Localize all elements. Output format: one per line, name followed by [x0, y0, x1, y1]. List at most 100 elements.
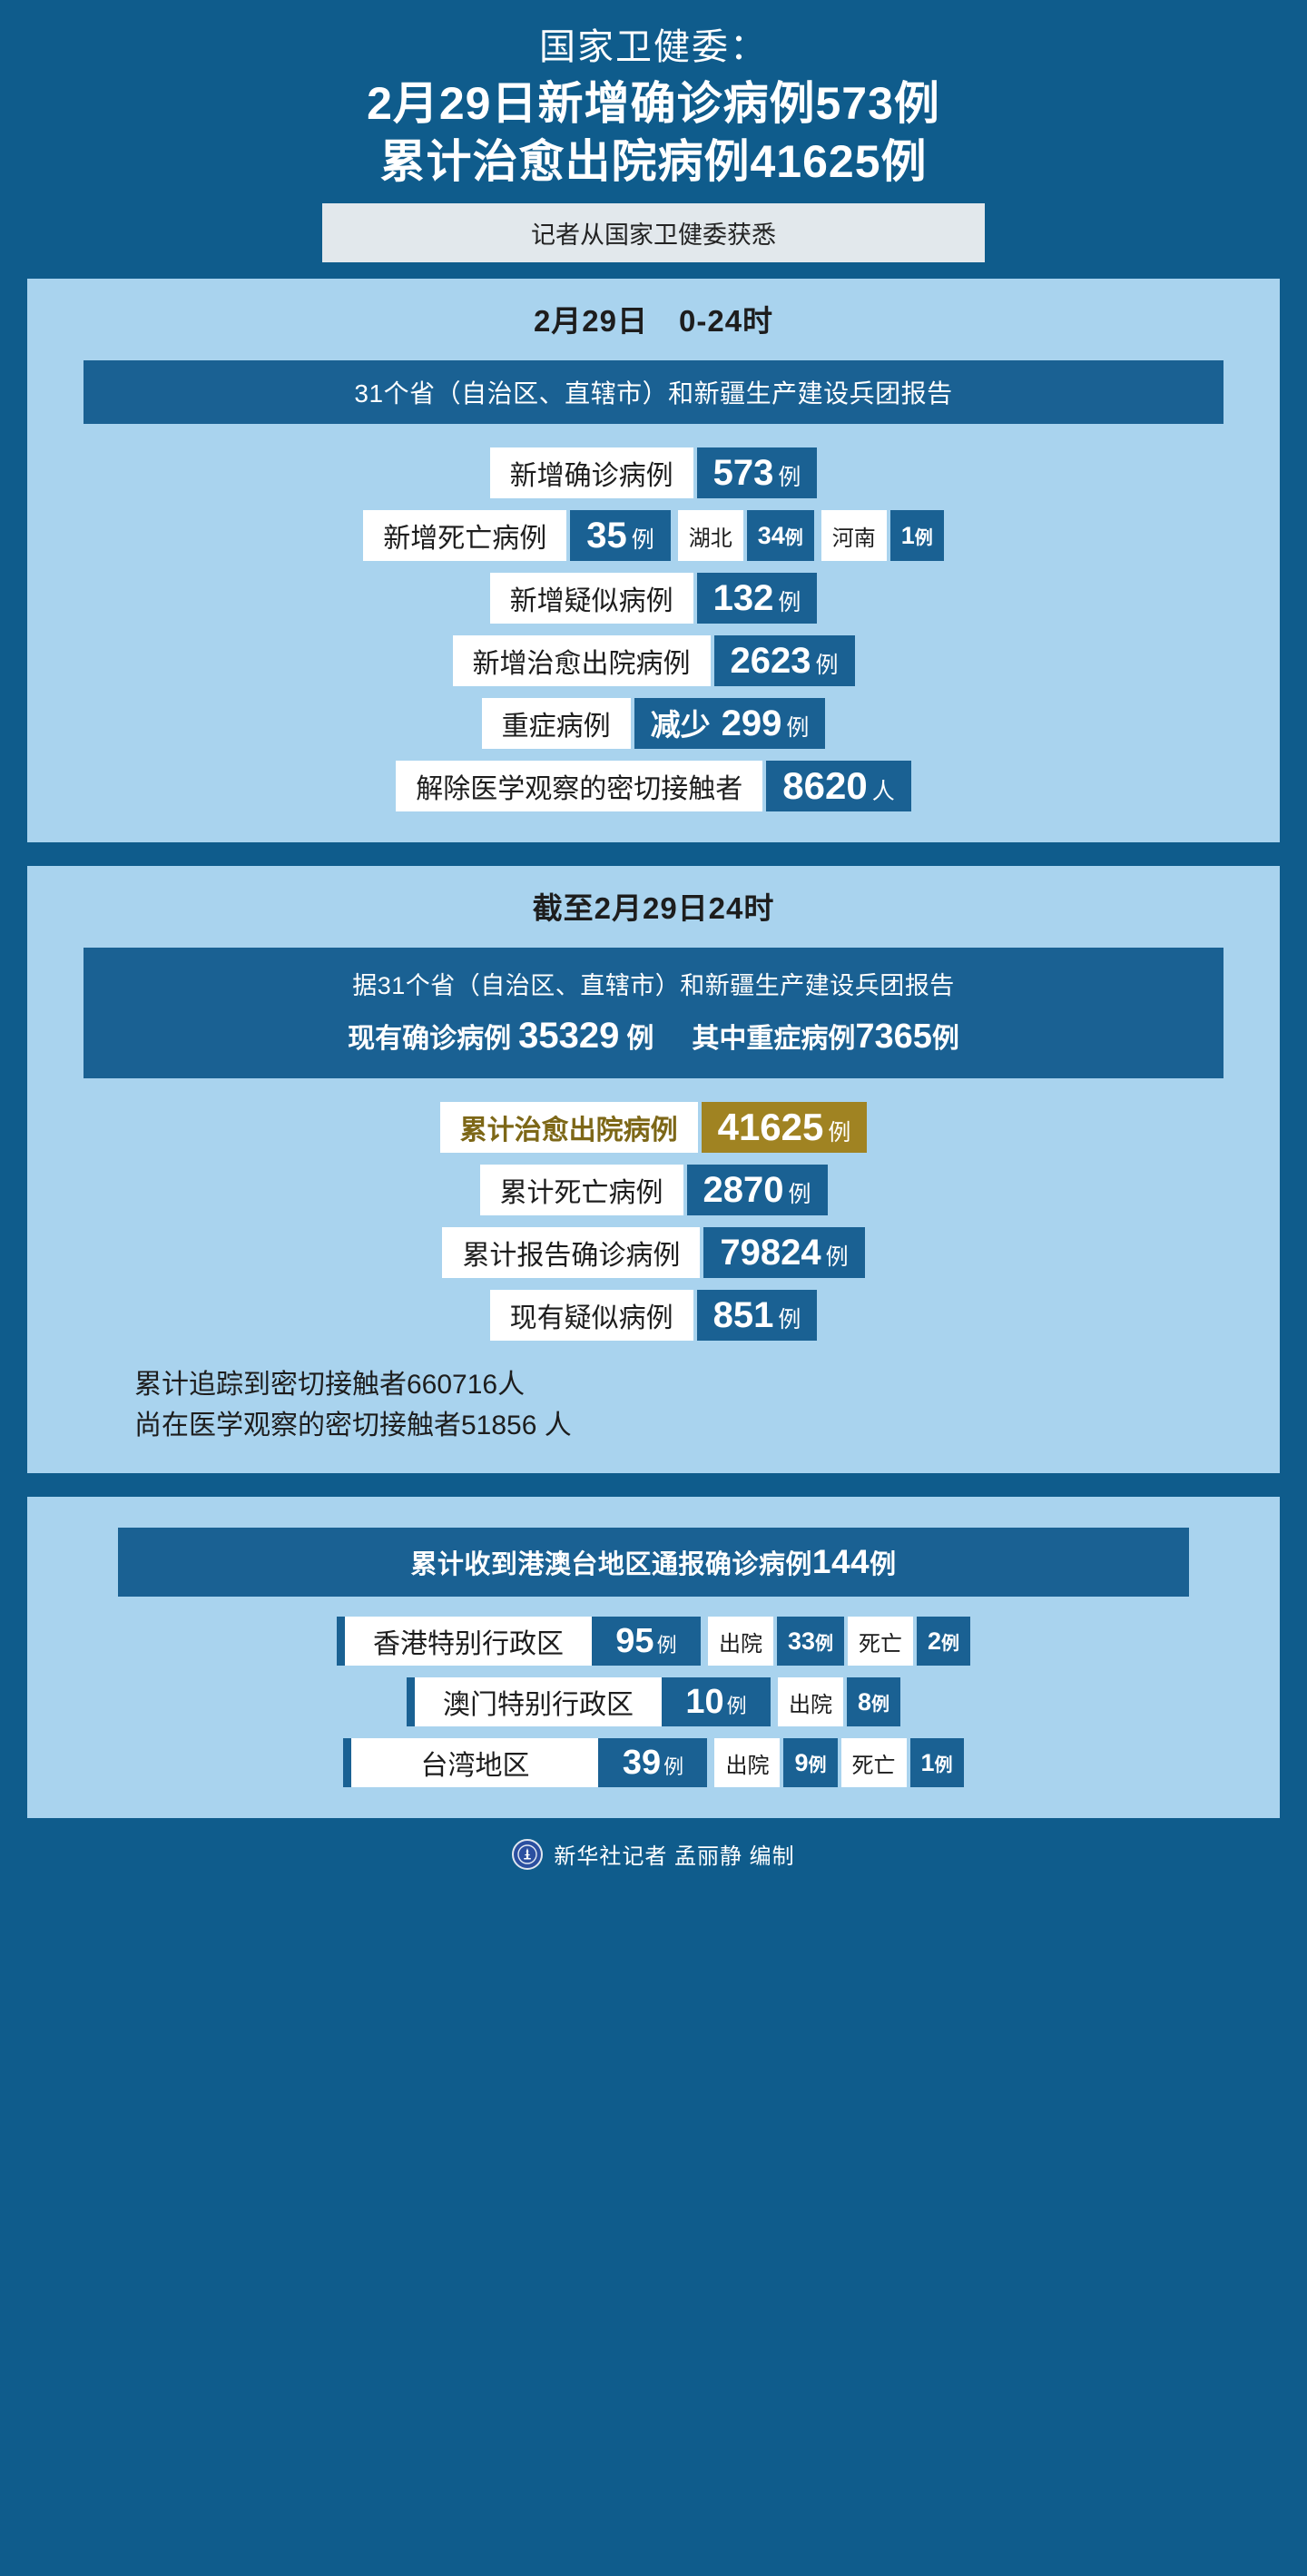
stat-value: 8620 人 [766, 761, 911, 811]
region-number: 10 [685, 1683, 724, 1721]
stat-label: 解除医学观察的密切接触者 [396, 761, 763, 811]
region-extra-label: 出院 [714, 1738, 781, 1787]
header-line-1: 2月29日新增确诊病例573例 [367, 78, 940, 129]
panel-cumulative-title: 截至2月29日24时 [532, 891, 775, 925]
stat-number: 79824 [720, 1233, 821, 1273]
region-extra-unit: 例 [934, 1755, 953, 1775]
stat-row: 新增治愈出院病例 2623 例 [452, 635, 855, 686]
region-extra-label: 死亡 [840, 1738, 907, 1787]
panel-cumulative: 截至2月29日24时 据31个省（自治区、直辖市）和新疆生产建设兵团报告 现有确… [27, 866, 1280, 1473]
footer: 新华社记者 孟丽静 编制 [0, 1818, 1307, 1893]
stat-row: 现有疑似病例 851 例 [489, 1290, 818, 1341]
stat-value: 573 例 [696, 447, 818, 498]
region-tick-marker [343, 1738, 352, 1787]
stat-label: 累计治愈出院病例 [439, 1102, 698, 1153]
stat-extra-unit: 例 [914, 527, 933, 548]
stat-row: 累计死亡病例 2870 例 [479, 1165, 828, 1215]
footnote-traced-contacts: 累计追踪到密切接触者660716人 [134, 1370, 526, 1400]
stat-unit: 例 [778, 465, 801, 490]
stat-extra-number: 1 [900, 521, 915, 549]
panel-regions-banner: 累计收到港澳台地区通报确诊病例144例 [118, 1528, 1189, 1597]
stat-value: 41625 例 [701, 1102, 868, 1153]
stat-number: 8620 [782, 764, 868, 807]
region-value: 10 例 [661, 1677, 771, 1726]
panel-regions: 累计收到港澳台地区通报确诊病例144例 香港特别行政区 95 例 出院 33 例 … [27, 1497, 1280, 1818]
stat-value: 851 例 [696, 1290, 818, 1341]
stat-number: 132 [712, 578, 774, 618]
region-tick-marker [336, 1617, 345, 1666]
infographic-page: 国家卫健委： 2月29日新增确诊病例573例 累计治愈出院病例41625例 记者… [0, 0, 1307, 1893]
stat-unit: 例 [786, 715, 810, 741]
stat-value: 2870 例 [686, 1165, 828, 1215]
header: 国家卫健委： 2月29日新增确诊病例573例 累计治愈出院病例41625例 记者… [0, 0, 1307, 262]
stat-value: 79824 例 [703, 1227, 865, 1278]
regions-banner-unit: 例 [870, 1550, 897, 1579]
stat-value: 35 例 [570, 510, 671, 561]
stat-extra-label: 湖北 [677, 510, 743, 561]
panel-daily-banner: 31个省（自治区、直辖市）和新疆生产建设兵团报告 [84, 360, 1223, 424]
stat-row: 新增疑似病例 132 例 [489, 573, 818, 624]
banner-stat2-unit: 例 [931, 1024, 959, 1054]
panel-daily-title: 2月29日 0-24时 [533, 304, 774, 338]
stat-value: 减少 299 例 [634, 698, 826, 749]
stat-unit: 例 [825, 1244, 849, 1270]
stat-extra-number: 34 [757, 521, 785, 549]
stat-row: 新增确诊病例 573 例 [489, 447, 818, 498]
panel-cumulative-footnotes: 累计追踪到密切接触者660716人 尚在医学观察的密切接触者51856 人 [27, 1364, 1280, 1446]
banner-stat-unit: 例 [626, 1024, 654, 1054]
region-extra-number: 1 [920, 1748, 935, 1776]
stat-label: 新增死亡病例 [363, 510, 567, 561]
stat-unit: 例 [828, 1120, 851, 1145]
panel-daily-rows: 新增确诊病例 573 例 新增死亡病例 35 例 湖北 34 例 [27, 447, 1280, 811]
stat-label: 累计死亡病例 [479, 1165, 683, 1215]
region-extra-unit: 例 [808, 1755, 827, 1775]
stat-label: 重症病例 [481, 698, 631, 749]
region-extra-label: 出院 [777, 1677, 843, 1726]
panel-cumulative-rows: 累计治愈出院病例 41625 例 累计死亡病例 2870 例 累计报告确诊病例 [27, 1102, 1280, 1341]
region-number: 95 [615, 1622, 654, 1660]
region-extra-unit: 例 [871, 1694, 890, 1715]
header-line-2: 累计治愈出院病例41625例 [379, 136, 928, 187]
stat-number: 35 [586, 516, 627, 556]
stat-unit: 人 [871, 779, 895, 804]
region-value: 95 例 [591, 1617, 701, 1666]
banner-source-line: 据31个省（自治区、直辖市）和新疆生产建设兵团报告 [352, 972, 955, 999]
region-extra-number: 8 [857, 1687, 872, 1716]
regions-banner-label: 累计收到港澳台地区通报确诊病例 [410, 1550, 812, 1579]
stat-prefix: 减少 [650, 708, 711, 742]
stat-label: 现有疑似病例 [489, 1290, 693, 1341]
stat-unit: 例 [631, 527, 654, 553]
stat-value: 2623 例 [713, 635, 855, 686]
region-extra-number: 2 [928, 1627, 942, 1655]
region-tick-marker [406, 1677, 415, 1726]
region-unit: 例 [663, 1755, 684, 1778]
footer-credit: 新华社记者 孟丽静 编制 [554, 1844, 795, 1869]
stat-extra-unit: 例 [784, 527, 803, 548]
header-kicker: 国家卫健委： [539, 27, 768, 67]
banner-stats-line: 现有确诊病例 35329 例 其中重症病例 7365 例 [84, 1016, 1223, 1057]
region-number: 39 [622, 1744, 662, 1782]
banner-stat2-label: 其中重症病例 [692, 1024, 856, 1054]
region-extra-unit: 例 [941, 1633, 960, 1654]
stat-row: 累计报告确诊病例 79824 例 [442, 1227, 865, 1278]
region-extra-value: 33 例 [776, 1617, 844, 1666]
stat-row: 重症病例 减少 299 例 [481, 698, 826, 749]
region-unit: 例 [656, 1634, 677, 1657]
region-name: 澳门特别行政区 [414, 1677, 662, 1726]
region-value: 39 例 [598, 1738, 708, 1787]
stat-label: 新增治愈出院病例 [452, 635, 711, 686]
region-name: 香港特别行政区 [344, 1617, 592, 1666]
header-subtitle-strip: 记者从国家卫健委获悉 [322, 203, 985, 262]
region-extra-number: 9 [794, 1748, 809, 1776]
panel-daily: 2月29日 0-24时 31个省（自治区、直辖市）和新疆生产建设兵团报告 新增确… [27, 279, 1280, 842]
stat-row-highlight: 累计治愈出院病例 41625 例 [439, 1102, 868, 1153]
banner-stat-label: 现有确诊病例 [348, 1024, 512, 1054]
stat-number: 573 [712, 453, 774, 493]
stat-label: 新增确诊病例 [489, 447, 693, 498]
stat-unit: 例 [788, 1182, 811, 1207]
stat-extra-value: 34 例 [746, 510, 814, 561]
